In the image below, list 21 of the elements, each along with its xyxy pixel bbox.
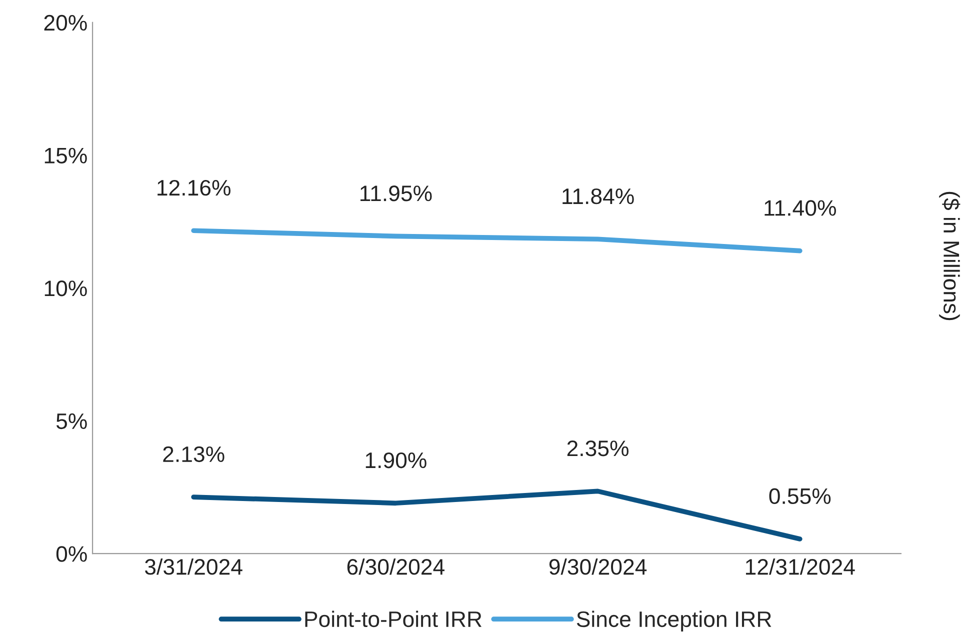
- y-tick-label: 15%: [44, 148, 87, 164]
- x-tick-label: 6/30/2024: [347, 558, 444, 575]
- y-tick-label: 10%: [44, 280, 87, 296]
- y-tick-label: 0%: [56, 546, 87, 562]
- y-tick-label: 20%: [44, 14, 87, 31]
- data-label: 11.95%: [360, 186, 432, 202]
- data-label: 1.90%: [366, 452, 426, 468]
- x-tick-label: 9/30/2024: [549, 558, 647, 575]
- y-tick-label: 5%: [56, 413, 87, 430]
- data-label: 11.40%: [764, 200, 836, 216]
- data-label: 12.16%: [158, 180, 230, 196]
- data-label: 2.35%: [567, 440, 629, 456]
- data-label: 2.13%: [163, 446, 224, 462]
- x-tick-label: 3/31/2024: [145, 558, 242, 575]
- legend-label: Since Inception IRR: [576, 610, 772, 632]
- line-series: [191, 228, 802, 254]
- data-label: 0.55%: [769, 488, 831, 504]
- y2-axis-title: ($ in Millions): [939, 192, 960, 320]
- legend-label: Point-to-Point IRR: [305, 610, 482, 628]
- data-label: 11.84%: [562, 188, 634, 204]
- x-tick-label: 12/31/2024: [746, 558, 855, 575]
